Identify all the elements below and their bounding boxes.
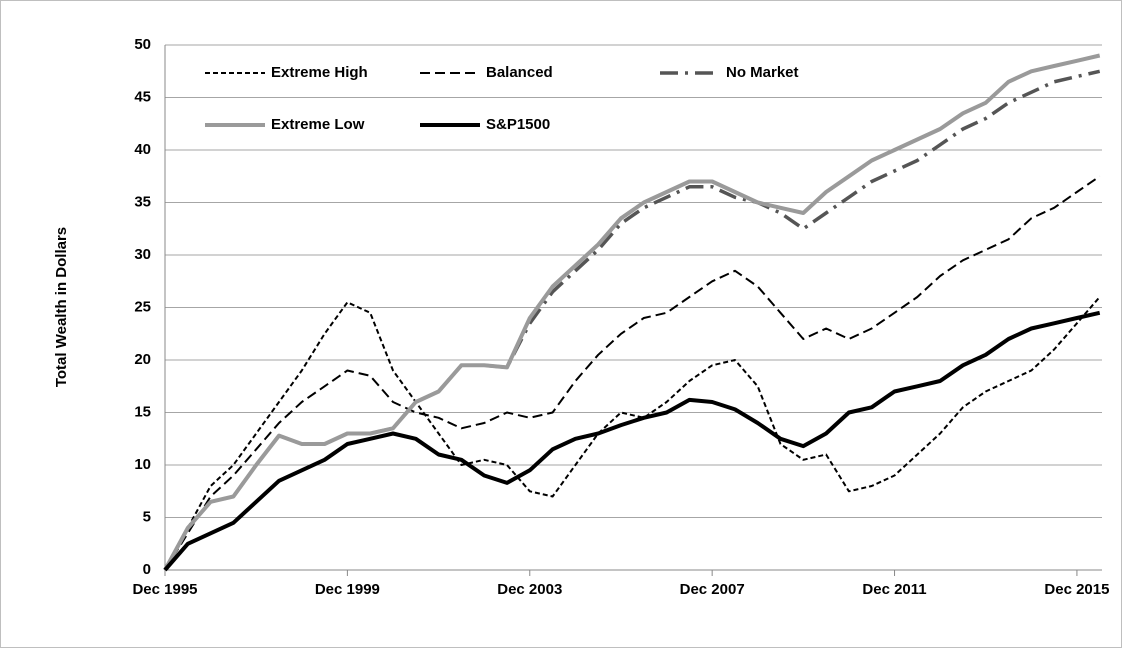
x-tick-label: Dec 2007: [680, 581, 745, 598]
series-line: [164, 175, 1101, 571]
y-tick-label: 15: [134, 403, 151, 420]
x-tick-label: Dec 2015: [1044, 581, 1109, 598]
legend-label: Extreme Low: [271, 116, 365, 133]
y-tick-label: 50: [134, 36, 151, 53]
y-tick-label: 5: [143, 508, 151, 525]
y-tick-label: 20: [134, 351, 151, 368]
y-axis-label: Total Wealth in Dollars: [53, 227, 70, 387]
series-line: [163, 53, 1101, 571]
legend-label: No Market: [726, 64, 799, 81]
y-tick-label: 0: [143, 561, 151, 578]
series-line: [164, 296, 1101, 571]
series-line: [163, 310, 1101, 572]
y-tick-label: 45: [134, 88, 151, 105]
y-tick-label: 25: [134, 298, 151, 315]
legend-label: S&P1500: [486, 116, 550, 133]
y-tick-label: 35: [134, 193, 151, 210]
y-tick-label: 30: [134, 246, 151, 263]
legend-label: Balanced: [486, 64, 553, 81]
legend-label: Extreme High: [271, 64, 368, 81]
x-tick-label: Dec 1995: [132, 581, 197, 598]
y-tick-label: 40: [134, 141, 151, 158]
x-tick-label: Dec 2011: [862, 581, 926, 598]
x-tick-label: Dec 1999: [315, 581, 380, 598]
x-tick-label: Dec 2003: [497, 581, 562, 598]
y-tick-label: 10: [134, 456, 151, 473]
